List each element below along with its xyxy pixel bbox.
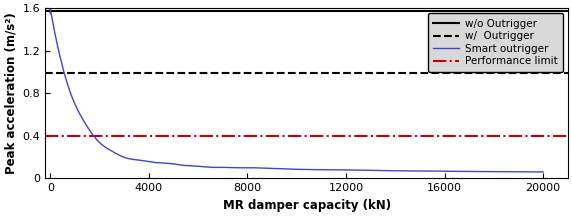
X-axis label: MR damper capacity (kN): MR damper capacity (kN) [223, 199, 391, 212]
Legend: w/o Outrigger, w/  Outrigger, Smart outrigger, Performance limit: w/o Outrigger, w/ Outrigger, Smart outri… [428, 13, 563, 72]
Y-axis label: Peak acceleration (m/s²): Peak acceleration (m/s²) [4, 12, 17, 174]
